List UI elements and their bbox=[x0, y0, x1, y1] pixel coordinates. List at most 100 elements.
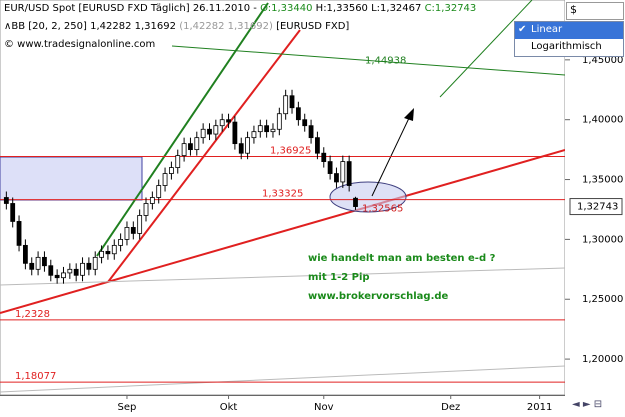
candle-body bbox=[48, 265, 54, 276]
arrow-head bbox=[404, 108, 414, 121]
candle-body bbox=[257, 125, 263, 133]
candle-body bbox=[61, 272, 66, 279]
scale-option[interactable]: Logarithmisch bbox=[531, 41, 602, 52]
header-open: O:1,33440 bbox=[260, 3, 312, 14]
candle-body bbox=[16, 221, 22, 246]
annotation: www.brokervorschlag.de bbox=[308, 291, 449, 302]
plot-layer: 1,36925 1,33325 1,2328 1,18077 1,44938 1,3256… bbox=[0, 0, 565, 393]
candle-body bbox=[340, 161, 346, 183]
candle-body bbox=[334, 173, 339, 183]
candle-body bbox=[80, 262, 85, 276]
candle-body bbox=[270, 128, 276, 133]
candle-body bbox=[295, 107, 301, 121]
candle-body bbox=[124, 227, 130, 240]
trendline bbox=[171, 45, 565, 76]
candle-body bbox=[245, 137, 250, 154]
trendline bbox=[0, 267, 565, 286]
candle-body bbox=[35, 256, 41, 270]
candle-body bbox=[118, 238, 124, 246]
candle-body bbox=[188, 143, 193, 151]
indicator-name: BB [20, 2, 250] bbox=[11, 21, 87, 32]
header-high-low: H:1,33560 L:1,32467 bbox=[316, 3, 422, 14]
last-price-label: 1,32743 bbox=[577, 202, 618, 213]
level-label: 1,36925 bbox=[270, 146, 311, 157]
candle-body bbox=[99, 250, 104, 258]
candle-body bbox=[22, 244, 28, 264]
candle-body bbox=[92, 256, 98, 270]
candle-body bbox=[200, 128, 206, 139]
level-label: 1,2328 bbox=[15, 309, 50, 320]
candle-body bbox=[111, 244, 117, 255]
y-tick-label: 1,35000 bbox=[582, 175, 623, 186]
x-tick-label: Nov bbox=[314, 402, 334, 413]
candle-body bbox=[67, 268, 73, 274]
candle-body bbox=[73, 268, 79, 276]
indicator-values: 1,42282 1,31692 bbox=[90, 21, 176, 32]
arrow bbox=[371, 115, 411, 197]
candle-body bbox=[3, 197, 9, 204]
candle-body bbox=[143, 203, 149, 216]
trendline bbox=[0, 149, 565, 314]
candle-body bbox=[283, 95, 289, 115]
header-title: EUR/USD Spot [EURUSD FXD Täglich] 26.11.… bbox=[4, 3, 257, 14]
candle-body bbox=[232, 121, 238, 145]
indicator-line: ∧BB [20, 2, 250] 1,42282 1,31692 (1,4228… bbox=[4, 21, 349, 32]
indicator-values-grey: (1,42282 1,31692) bbox=[179, 21, 273, 32]
candle-body bbox=[321, 152, 327, 162]
candle-body bbox=[156, 185, 162, 198]
candle-body bbox=[213, 125, 219, 135]
candle-body bbox=[308, 125, 314, 139]
y-tick-label: 1,30000 bbox=[582, 234, 623, 245]
scale-option[interactable]: Linear bbox=[515, 22, 623, 39]
candle-body bbox=[219, 119, 225, 127]
y-tick-label: 1,40000 bbox=[582, 115, 623, 126]
candle-body bbox=[137, 215, 143, 234]
candle-body bbox=[264, 125, 270, 133]
candle-body bbox=[130, 227, 136, 234]
candle-body bbox=[10, 203, 16, 222]
candle-body bbox=[315, 137, 320, 154]
candle-body bbox=[226, 119, 231, 123]
copyright: © www.tradesignalonline.com bbox=[4, 39, 155, 50]
currency-select[interactable]: $ bbox=[566, 2, 624, 20]
annotation: mit 1-2 Pip bbox=[308, 272, 370, 283]
trendline bbox=[107, 29, 301, 283]
indicator-symbol: [EURUSD FXD] bbox=[276, 21, 349, 32]
x-tick-label: 2011 bbox=[527, 402, 552, 413]
candle-body bbox=[251, 131, 257, 139]
candle-body bbox=[276, 113, 282, 130]
candle-body bbox=[302, 119, 308, 127]
nav-icons: ◄ ► ⊟ bbox=[572, 399, 602, 410]
highlight-box bbox=[0, 156, 143, 201]
candle-body bbox=[194, 137, 200, 151]
candle-body bbox=[238, 143, 244, 154]
candle-body bbox=[207, 128, 212, 135]
candle-body bbox=[105, 250, 111, 255]
header-close: C:1,32743 bbox=[425, 3, 477, 14]
candle-body bbox=[149, 197, 155, 204]
price-label: 1,32565 bbox=[362, 204, 403, 215]
candle-body bbox=[289, 95, 295, 109]
candle-body bbox=[86, 262, 92, 270]
level-label: 1,33325 bbox=[262, 189, 303, 200]
candle-body bbox=[169, 167, 174, 174]
x-tick-label: Okt bbox=[220, 402, 238, 413]
candle-body bbox=[162, 173, 168, 186]
scale-menu: Linear Logarithmisch bbox=[514, 21, 624, 57]
x-tick-label: Sep bbox=[118, 402, 137, 413]
candle-body bbox=[346, 161, 352, 186]
candle-body bbox=[29, 262, 35, 270]
price-label: 1,44938 bbox=[365, 56, 406, 67]
currency: $ bbox=[570, 3, 577, 16]
level-label: 1,18077 bbox=[15, 371, 56, 382]
y-tick-label: 1,20000 bbox=[582, 354, 623, 365]
candle-body bbox=[327, 161, 333, 174]
x-tick-label: Dez bbox=[441, 402, 460, 413]
trendline bbox=[439, 0, 533, 98]
candle-body bbox=[54, 274, 60, 279]
last-price-box bbox=[569, 198, 623, 216]
annotation: wie handelt man am besten e-d ? bbox=[308, 253, 496, 264]
y-tick-label: 1,45000 bbox=[582, 55, 623, 66]
